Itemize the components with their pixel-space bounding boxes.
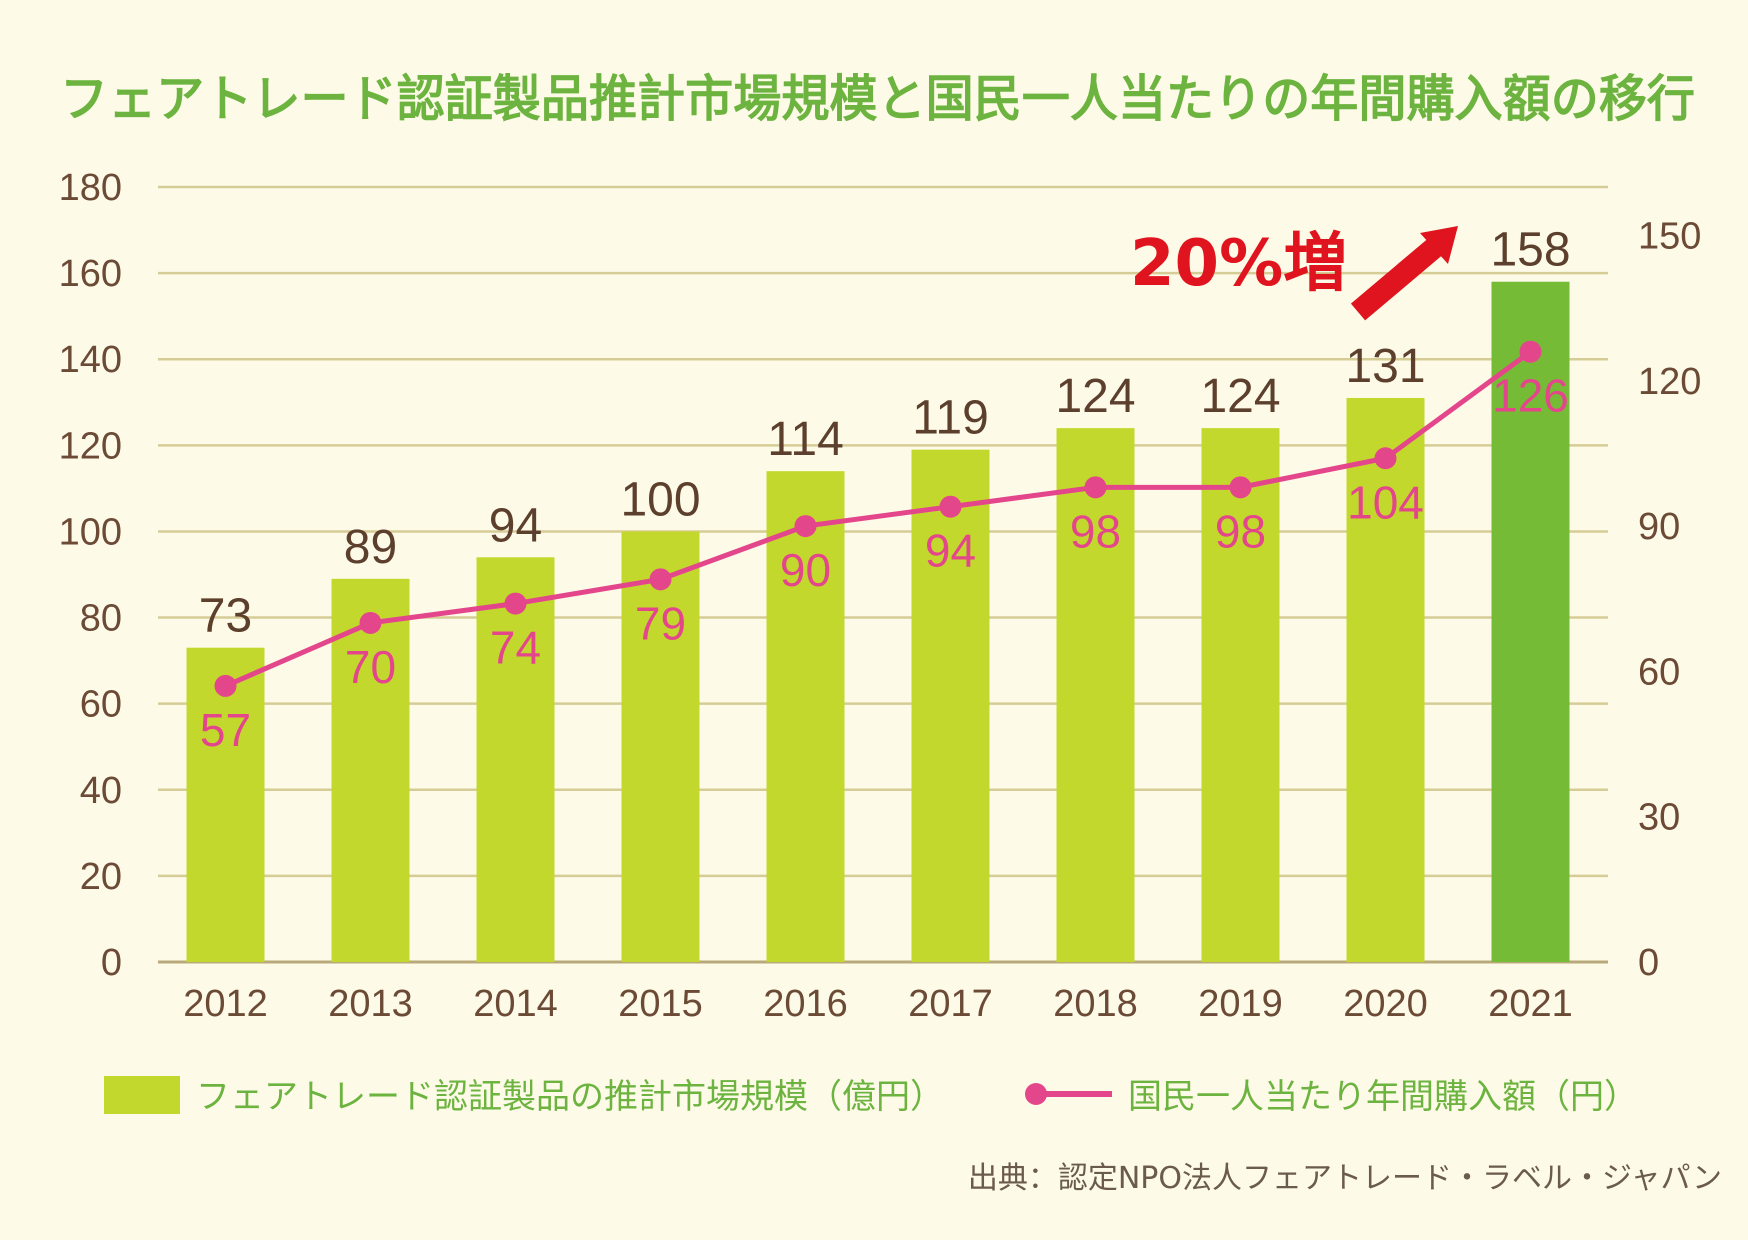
line-value-label: 74 (490, 622, 541, 674)
chart-title: フェアトレード認証製品推計市場規模と国民一人当たりの年間購入額の移行 (60, 70, 1695, 128)
legend-line-swatch (1025, 1083, 1112, 1105)
bar (1056, 428, 1135, 963)
bar (911, 449, 990, 962)
source-note: 出典：認定NPO法人フェアトレード・ラベル・ジャパン (968, 1161, 1722, 1196)
bar (331, 578, 410, 962)
line-value-label: 104 (1347, 476, 1424, 528)
x-axis-tick-label: 2021 (1488, 983, 1573, 1025)
left-axis-tick-label: 140 (59, 339, 122, 381)
bar-value-label: 124 (1200, 370, 1280, 423)
right-axis-tick-label: 0 (1638, 942, 1659, 984)
line-point (1084, 476, 1107, 499)
line-point (359, 611, 382, 634)
bar (186, 647, 265, 962)
bar (1491, 281, 1570, 962)
line-point (649, 568, 672, 591)
line-point (1374, 447, 1397, 470)
bar (1346, 397, 1425, 962)
legend-line-label: 国民一人当たり年間購入額（円） (1128, 1077, 1638, 1117)
x-axis-tick-label: 2012 (183, 983, 268, 1025)
line-value-label: 126 (1492, 370, 1569, 422)
bar-value-label: 100 (620, 473, 700, 526)
left-axis-tick-label: 180 (59, 167, 122, 209)
line-value-label: 79 (635, 597, 686, 649)
growth-annotation: 20%増 (1130, 226, 1458, 321)
bar-value-label: 73 (199, 590, 252, 643)
bar (766, 471, 845, 962)
line-value-label: 57 (200, 704, 251, 756)
bar-value-label: 89 (344, 521, 397, 574)
right-axis-tick-label: 60 (1638, 651, 1680, 693)
right-axis-tick-label: 120 (1638, 361, 1701, 403)
left-axis-tick-label: 120 (59, 425, 122, 467)
right-axis-tick-label: 90 (1638, 506, 1680, 548)
bar-value-label: 131 (1345, 340, 1425, 393)
bar-value-label: 158 (1490, 224, 1570, 277)
left-axis-tick-label: 80 (80, 598, 122, 640)
x-axis-tick-label: 2013 (328, 983, 413, 1025)
x-axis-tick-label: 2019 (1198, 983, 1283, 1025)
x-axis-tick-label: 2014 (473, 983, 558, 1025)
bar (1201, 428, 1280, 963)
x-axis-tick-label: 2020 (1343, 983, 1428, 1025)
legend-bar-swatch (104, 1076, 180, 1114)
bar-value-label: 94 (489, 499, 542, 552)
line-point (794, 515, 817, 538)
left-axis-tick-label: 0 (101, 942, 122, 984)
line-point (504, 592, 527, 615)
left-axis-tick-label: 160 (59, 253, 122, 295)
bar (476, 557, 555, 962)
legend: フェアトレード認証製品の推計市場規模（億円） 国民一人当たり年間購入額（円） (104, 1076, 1638, 1117)
line-value-label: 94 (925, 525, 976, 577)
bar (621, 531, 700, 962)
line-point (1519, 340, 1542, 363)
x-axis-tick-label: 2018 (1053, 983, 1138, 1025)
bar-value-label: 124 (1055, 370, 1135, 423)
x-axis-tick-label: 2015 (618, 983, 703, 1025)
bar-value-label: 119 (912, 392, 989, 445)
bar-value-label: 114 (767, 413, 844, 466)
left-axis-tick-label: 20 (80, 856, 122, 898)
series-line (224, 349, 1532, 689)
line-value-label: 70 (345, 641, 396, 693)
line-point (939, 495, 962, 518)
line-point (214, 674, 237, 697)
x-axis-tick-label: 2016 (763, 983, 848, 1025)
right-axis-tick-label: 150 (1638, 215, 1701, 257)
left-axis-tick-label: 60 (80, 684, 122, 726)
line-value-label: 98 (1070, 505, 1121, 557)
x-axis-tick-label: 2017 (908, 983, 993, 1025)
left-axis-tick-label: 100 (59, 511, 122, 553)
growth-annotation-text: 20%増 (1130, 227, 1347, 301)
line-value-label: 90 (780, 544, 831, 596)
left-axis-tick-label: 40 (80, 770, 122, 812)
line-value-label: 98 (1215, 505, 1266, 557)
legend-bar-label: フェアトレード認証製品の推計市場規模（億円） (196, 1077, 944, 1117)
right-axis-tick-label: 30 (1638, 797, 1680, 839)
up-arrow-icon (1350, 226, 1458, 321)
line-point (1229, 476, 1252, 499)
